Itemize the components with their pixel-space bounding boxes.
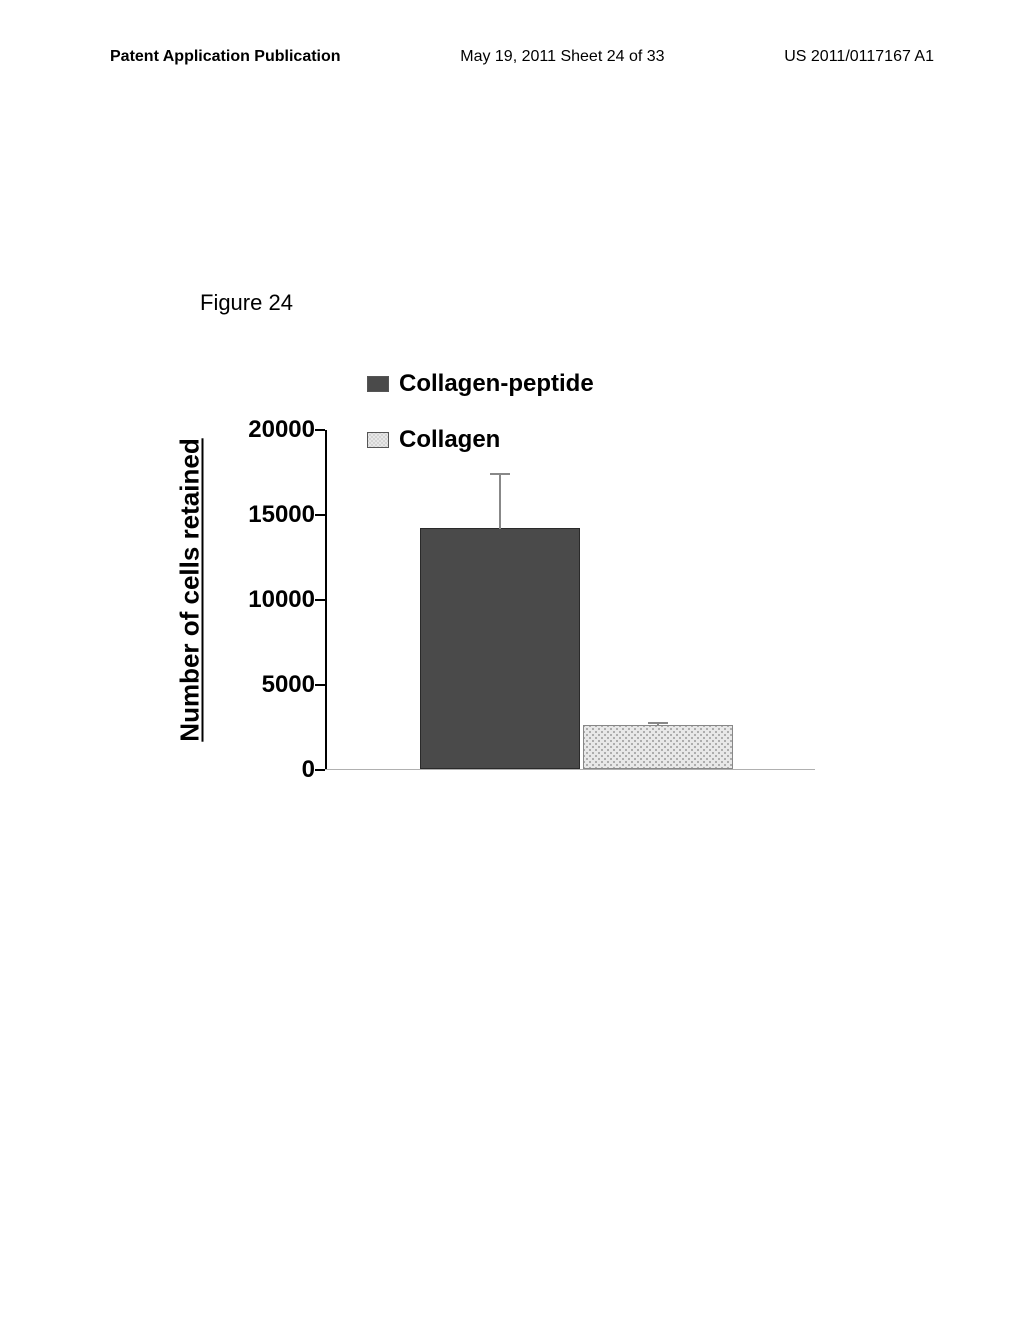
- header-right: US 2011/0117167 A1: [784, 48, 934, 66]
- y-tick-label: 0: [302, 756, 315, 784]
- y-tick: [315, 429, 325, 431]
- error-bar: [499, 474, 501, 528]
- y-axis-line: [325, 430, 327, 770]
- error-cap: [490, 473, 510, 475]
- y-tick: [315, 514, 325, 516]
- x-axis-line: [325, 769, 815, 770]
- y-tick-label: 20000: [248, 416, 315, 444]
- y-tick-label: 15000: [248, 501, 315, 529]
- bar-chart: Number of cells retained Collagen-peptid…: [195, 390, 829, 790]
- legend-swatch-dark-icon: [367, 376, 389, 392]
- figure-label: Figure 24: [200, 290, 293, 316]
- plot-area: 05000100001500020000: [325, 430, 815, 770]
- bar: [583, 725, 733, 769]
- page-header: Patent Application Publication May 19, 2…: [0, 48, 1024, 66]
- y-axis-label: Number of cells retained: [175, 438, 206, 741]
- legend-item: Collagen-peptide: [367, 370, 594, 398]
- y-tick-label: 10000: [248, 586, 315, 614]
- legend-label: Collagen-peptide: [399, 370, 594, 398]
- error-cap: [648, 722, 668, 724]
- y-tick-label: 5000: [262, 671, 315, 699]
- y-tick: [315, 769, 325, 771]
- bar: [420, 528, 580, 769]
- header-mid: May 19, 2011 Sheet 24 of 33: [460, 48, 664, 66]
- header-left: Patent Application Publication: [110, 48, 341, 66]
- y-tick: [315, 599, 325, 601]
- y-tick: [315, 684, 325, 686]
